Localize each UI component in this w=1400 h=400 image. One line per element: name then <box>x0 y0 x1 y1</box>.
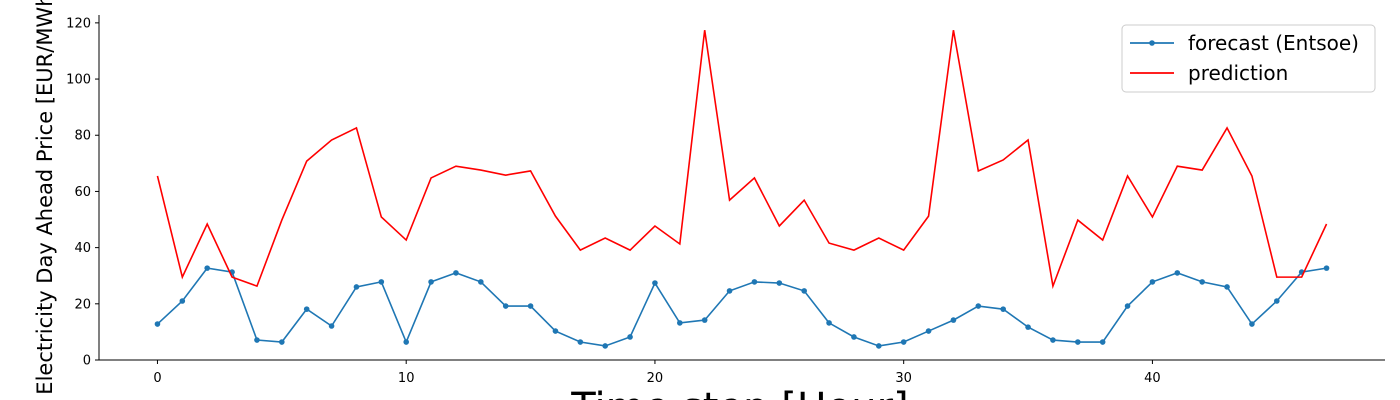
data-point <box>677 320 683 326</box>
data-point <box>1099 339 1106 345</box>
data-point <box>826 320 832 326</box>
data-point <box>1124 303 1131 309</box>
data-point <box>900 339 907 345</box>
y-tick-label: 0 <box>83 354 91 369</box>
data-point <box>801 288 807 294</box>
data-point <box>1249 321 1255 327</box>
data-point <box>726 288 733 294</box>
data-point <box>1273 298 1280 304</box>
y-tick-label: 20 <box>74 297 91 312</box>
y-tick-label: 120 <box>66 16 91 31</box>
data-point <box>1025 324 1031 330</box>
data-point <box>1224 284 1230 290</box>
y-tick-label: 40 <box>74 241 91 256</box>
data-point <box>378 279 385 285</box>
data-point <box>204 265 211 271</box>
x-tick-label: 10 <box>398 371 415 386</box>
x-axis-label: Time step [Hour] <box>570 385 908 400</box>
data-point <box>925 328 932 334</box>
data-point <box>254 337 260 343</box>
data-point <box>1323 265 1330 271</box>
data-point <box>975 303 982 309</box>
data-point <box>1199 279 1205 285</box>
data-point <box>328 323 335 329</box>
y-tick-label: 60 <box>74 185 91 200</box>
data-point <box>776 280 783 286</box>
x-tick-label: 0 <box>153 371 161 386</box>
legend-label: prediction <box>1188 61 1288 85</box>
x-tick-label: 40 <box>1144 371 1161 386</box>
data-point <box>876 343 882 349</box>
y-tick-label: 100 <box>66 73 91 88</box>
data-point <box>428 279 434 285</box>
data-point <box>1075 339 1081 345</box>
y-tick-label: 80 <box>74 129 91 144</box>
data-point <box>950 317 957 323</box>
data-point <box>652 280 658 286</box>
data-point <box>453 270 459 276</box>
x-tick-label: 30 <box>895 371 912 386</box>
data-point <box>1050 337 1056 343</box>
data-point <box>154 321 161 327</box>
data-point <box>751 279 758 285</box>
data-point <box>602 343 608 349</box>
data-point <box>552 328 559 334</box>
data-point <box>577 339 584 345</box>
data-point <box>303 306 310 312</box>
legend: forecast (Entsoe) prediction <box>1121 24 1376 93</box>
data-point <box>403 339 409 345</box>
data-point <box>1149 279 1156 285</box>
data-point <box>502 303 509 309</box>
legend-marker <box>1149 40 1155 46</box>
series-line <box>156 267 1327 347</box>
data-point <box>353 284 360 290</box>
data-point <box>527 303 534 309</box>
data-point <box>701 317 708 323</box>
data-point <box>1174 270 1181 276</box>
data-point <box>478 279 484 285</box>
y-axis-label: Electricity Day Ahead Price [EUR/MWh] <box>33 0 57 395</box>
x-tick-label: 20 <box>647 371 664 386</box>
data-point <box>627 334 633 340</box>
data-point <box>179 298 186 304</box>
data-point <box>1000 306 1006 312</box>
legend-box <box>1121 24 1376 93</box>
data-point <box>279 339 285 345</box>
data-point <box>851 334 857 340</box>
legend-label: forecast (Entsoe) <box>1188 31 1359 55</box>
series-line <box>156 30 1328 290</box>
